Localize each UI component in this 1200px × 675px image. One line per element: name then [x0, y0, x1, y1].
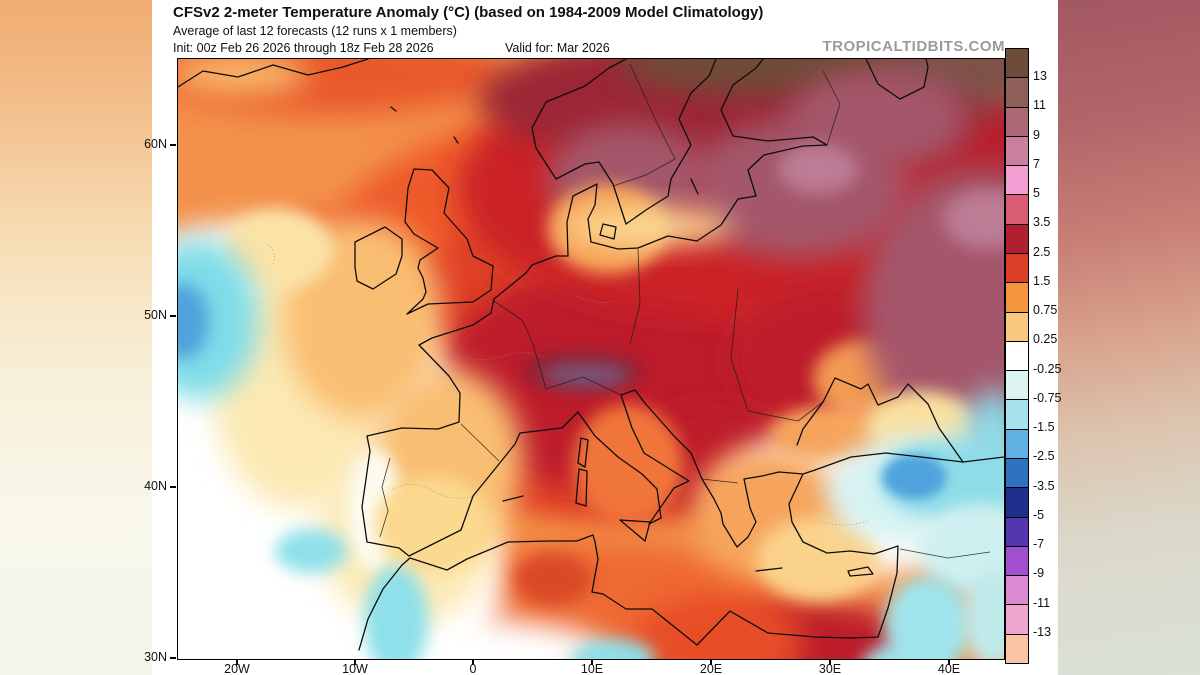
- colorbar-segment: [1006, 165, 1028, 195]
- anomaly-blob: [864, 642, 952, 659]
- colorbar-segment: [1006, 282, 1028, 312]
- anomaly-blob: [275, 529, 347, 573]
- colorbar-segment: [1006, 106, 1028, 136]
- colorbar-tick-label: 2.5: [1033, 244, 1051, 259]
- colorbar-tick-label: 9: [1033, 127, 1040, 142]
- colorbar-segment: [1006, 516, 1028, 546]
- colorbar-tick-label: 0.75: [1033, 303, 1058, 318]
- background-gradient-left: [0, 0, 152, 675]
- lat-tick-mark: [170, 144, 176, 146]
- colorbar-segment: [1006, 457, 1028, 488]
- temperature-colorbar: [1005, 48, 1029, 664]
- lon-tick-mark: [591, 659, 593, 665]
- valid-time-label: Valid for: Mar 2026: [505, 41, 610, 55]
- site-watermark: TROPICALTIDBITS.COM: [822, 38, 1005, 55]
- init-time-label: Init: 00z Feb 26 2026 through 18z Feb 28…: [173, 41, 434, 55]
- lat-tick-label: 40N: [144, 479, 167, 493]
- colorbar-tick-label: -3.5: [1033, 478, 1055, 493]
- colorbar-tick-label: -0.75: [1033, 390, 1062, 405]
- colorbar-segment: [1006, 487, 1028, 517]
- europe-anomaly-map: [178, 59, 1004, 659]
- lon-tick-mark: [710, 659, 712, 665]
- anomaly-blob: [571, 639, 655, 659]
- colorbar-tick-label: 13: [1033, 69, 1047, 84]
- lon-tick-mark: [236, 659, 238, 665]
- colorbar-tick-label: -11: [1033, 595, 1051, 610]
- background-gradient-right: [1058, 0, 1200, 675]
- colorbar-tick-label: -2.5: [1033, 449, 1055, 464]
- anomaly-blob: [756, 517, 880, 601]
- coastlines: [178, 59, 1004, 651]
- subtitle: Average of last 12 forecasts (12 runs x …: [173, 24, 457, 38]
- lon-tick-label: 10E: [580, 662, 604, 675]
- lat-tick-label: 60N: [144, 137, 167, 151]
- colorbar-segment: [1006, 194, 1028, 224]
- colorbar-tick-label: 5: [1033, 186, 1040, 201]
- anomaly-blob: [778, 144, 858, 194]
- lon-tick-mark: [472, 659, 474, 665]
- colorbar-segment: [1006, 135, 1028, 166]
- lon-tick-mark: [829, 659, 831, 665]
- colorbar-segment: [1006, 252, 1028, 283]
- colorbar-tick-label: -1.5: [1033, 420, 1055, 435]
- anomaly-blob: [178, 59, 308, 96]
- colorbar-segment: [1006, 340, 1028, 371]
- colorbar-segment: [1006, 370, 1028, 400]
- colorbar-tick-label: 7: [1033, 156, 1040, 171]
- colorbar-tick-label: -13: [1033, 624, 1052, 639]
- colorbar-segment: [1006, 575, 1028, 605]
- colorbar-tick-label: 3.5: [1033, 215, 1051, 230]
- colorbar-segment: [1006, 223, 1028, 253]
- colorbar-tick-label: -5: [1033, 507, 1045, 522]
- anomaly-blob: [364, 566, 428, 659]
- colorbar-tick-label: 1.5: [1033, 273, 1051, 288]
- page-title: CFSv2 2-meter Temperature Anomaly (°C) (…: [173, 4, 764, 21]
- anomaly-blob: [223, 209, 333, 289]
- anomaly-blob: [883, 455, 947, 499]
- lat-tick-mark: [170, 315, 176, 317]
- lon-tick-mark: [948, 659, 950, 665]
- colorbar-segment: [1006, 49, 1028, 78]
- colorbar-tick-label: 0.25: [1033, 332, 1058, 347]
- lat-tick-label: 50N: [144, 308, 167, 322]
- lon-tick-label: 40E: [937, 662, 961, 675]
- lat-tick-mark: [170, 657, 176, 659]
- anomaly-blob: [375, 476, 491, 572]
- lat-tick-mark: [170, 486, 176, 488]
- country-borders: [379, 63, 991, 559]
- colorbar-segment: [1006, 399, 1028, 429]
- anomaly-blob: [963, 569, 1004, 659]
- anomaly-blob: [178, 239, 258, 399]
- lon-tick-mark: [354, 659, 356, 665]
- anomaly-blob: [515, 553, 591, 605]
- lon-tick-label: 20E: [699, 662, 723, 675]
- anomaly-blob: [943, 189, 1004, 249]
- anomaly-blob: [788, 69, 968, 169]
- colorbar-tick-label: -9: [1033, 566, 1045, 581]
- anomaly-blob: [542, 363, 630, 387]
- colorbar-tick-label: 11: [1033, 98, 1046, 113]
- map-plot-area: [177, 58, 1005, 660]
- anomaly-blob: [633, 594, 803, 659]
- colorbar-segment: [1006, 633, 1028, 663]
- colorbar-tick-label: -7: [1033, 537, 1045, 552]
- colorbar-segment: [1006, 604, 1028, 634]
- colorbar-segment: [1006, 428, 1028, 458]
- lon-tick-label: 10W: [342, 662, 368, 675]
- colorbar-segment: [1006, 545, 1028, 576]
- colorbar-segment: [1006, 311, 1028, 341]
- colorbar-tick-label: -0.25: [1033, 361, 1062, 376]
- anomaly-blob: [884, 576, 972, 659]
- lon-tick-label: 0: [469, 662, 477, 675]
- anomaly-blob: [878, 59, 1004, 104]
- anomaly-blob: [178, 283, 209, 359]
- lat-tick-label: 30N: [144, 650, 167, 664]
- lon-tick-label: 30E: [818, 662, 842, 675]
- colorbar-segment: [1006, 77, 1028, 107]
- lon-tick-label: 20W: [224, 662, 250, 675]
